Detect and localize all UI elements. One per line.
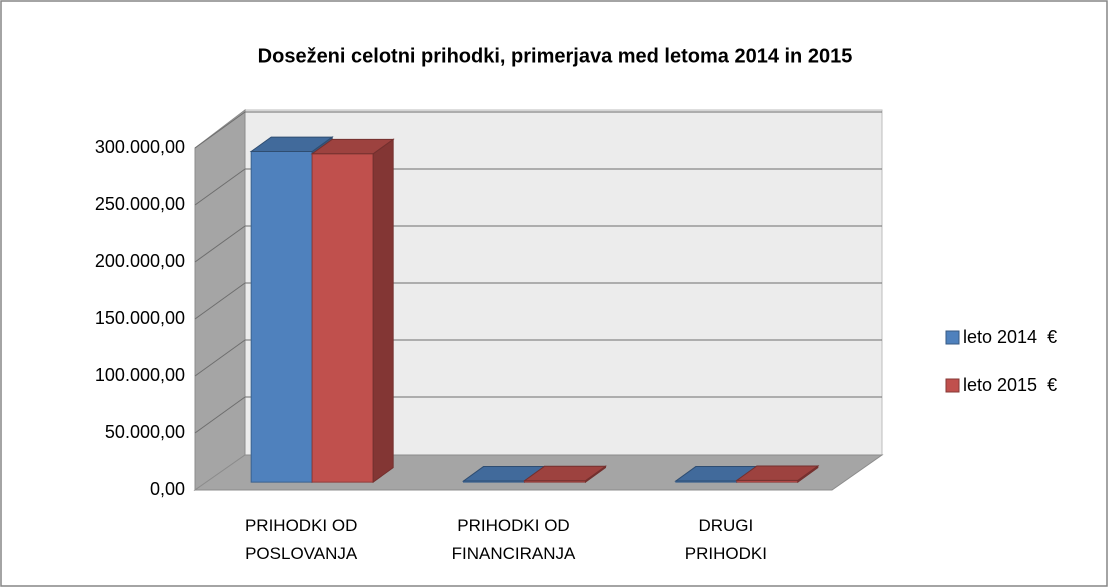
y-tick-label: 50.000,00 — [105, 422, 185, 442]
y-tick-label: 300.000,00 — [95, 137, 185, 157]
grid-line — [194, 282, 246, 320]
grid-line — [194, 225, 246, 263]
legend-label: leto 2014 € — [963, 327, 1057, 347]
legend-swatch — [945, 378, 960, 393]
bar-front — [250, 150, 313, 483]
y-tick-label: 150.000,00 — [95, 308, 185, 328]
bar-top — [522, 465, 608, 482]
bar-top — [310, 138, 395, 155]
bar — [735, 464, 820, 484]
y-tick-label: 100.000,00 — [95, 365, 185, 385]
grid-line — [194, 111, 246, 149]
bar-side — [372, 138, 394, 484]
legend-label: leto 2015 € — [963, 375, 1057, 395]
grid-line — [194, 396, 246, 434]
legend-swatch — [945, 330, 960, 345]
bar-front — [311, 153, 374, 483]
bar — [310, 138, 395, 484]
y-tick-label: 250.000,00 — [95, 194, 185, 214]
x-tick-label: PRIHODKI OD POSLOVANJA — [244, 516, 358, 563]
bar-top — [735, 465, 820, 481]
grid-line — [194, 168, 246, 206]
side-wall — [194, 108, 246, 491]
chart-title: Doseženi celotni prihodki, primerjava me… — [258, 45, 853, 67]
grid-line — [194, 339, 246, 377]
x-tick-label: PRIHODKI OD FINANCIRANJA — [451, 516, 576, 563]
y-tick-label: 200.000,00 — [95, 251, 185, 271]
x-tick-label: DRUGI PRIHODKI — [684, 516, 767, 563]
bar — [522, 465, 608, 484]
bar-top — [249, 136, 334, 152]
y-tick-label: 0,00 — [150, 479, 185, 499]
